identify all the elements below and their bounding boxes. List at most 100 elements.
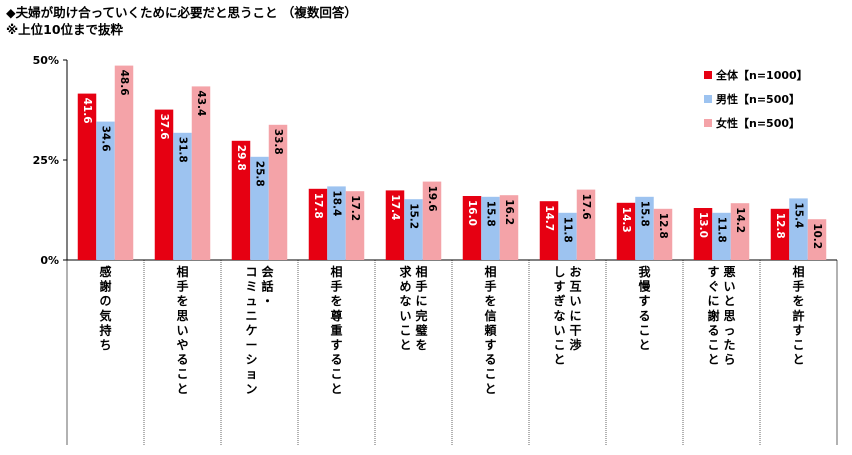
bar: [114, 65, 134, 260]
category-label-char: 手: [330, 279, 342, 294]
category-label-char: す: [707, 265, 719, 279]
category-label-char: 頼: [483, 322, 497, 337]
data-label: 15.8: [485, 201, 497, 227]
bar: [327, 186, 346, 260]
bar: [635, 196, 654, 260]
category-label-char: の: [99, 294, 111, 308]
category-label-char: こ: [176, 367, 188, 381]
legend-swatch: [704, 119, 712, 127]
category-label-char: ぎ: [553, 293, 565, 308]
category-label-char: と: [792, 353, 804, 367]
category-label-char: ・: [261, 294, 273, 308]
category-label-char: し: [553, 265, 565, 279]
category-label-char: る: [484, 353, 496, 367]
category-label-char: と: [176, 382, 188, 396]
data-label: 31.8: [177, 137, 189, 163]
category-label-char: 思: [176, 309, 188, 323]
category-label-char: 持: [99, 322, 111, 337]
bar: [462, 196, 482, 260]
data-label: 34.6: [99, 126, 111, 152]
category-label-char: た: [723, 338, 735, 352]
category-label-char: ー: [245, 338, 257, 352]
category-label-char: 互: [569, 280, 581, 294]
data-label: 15.2: [408, 203, 420, 229]
category-label-char: こ: [484, 367, 496, 381]
category-label-char: と: [638, 338, 650, 352]
category-label-char: 璧: [415, 322, 427, 337]
data-label: 19.6: [426, 186, 438, 212]
category-label-char: る: [330, 353, 342, 367]
category-label-char: 気: [99, 308, 111, 323]
category-label-char: 謝: [707, 308, 719, 323]
category-label-char: や: [176, 338, 188, 352]
category-label-char: す: [792, 323, 804, 337]
category-label-char: 渉: [569, 337, 581, 352]
category-label-char: す: [330, 338, 342, 352]
category-label-char: 慢: [638, 279, 651, 294]
bar: [404, 199, 423, 260]
category-label-char: こ: [638, 323, 650, 337]
category-label-char: に: [707, 294, 719, 308]
bar: [191, 86, 211, 261]
bar: [268, 124, 288, 260]
bar: [77, 93, 97, 260]
data-label: 15.4: [793, 202, 805, 228]
data-label: 37.6: [158, 114, 170, 140]
bar: [693, 208, 713, 260]
bar: [385, 190, 405, 260]
bar: [807, 219, 827, 260]
category-label-char: 思: [723, 309, 735, 323]
category-label-char: い: [176, 323, 188, 337]
legend-label: 全体【n=1000】: [715, 68, 808, 82]
category-label-char: る: [176, 353, 188, 367]
category-label-char: こ: [399, 323, 411, 337]
category-label-char: こ: [792, 338, 804, 352]
category-label-char: め: [399, 280, 411, 294]
data-label: 11.8: [562, 217, 574, 243]
data-label: 14.3: [620, 207, 632, 233]
data-label: 13.0: [697, 212, 709, 238]
bar: [770, 208, 790, 260]
category-label-char: 干: [569, 323, 581, 337]
data-label: 12.8: [774, 213, 786, 239]
category-label-char: シ: [245, 353, 257, 367]
category-label-char: 信: [484, 308, 496, 323]
category-label-char: を: [330, 294, 342, 308]
category-label-char: い: [569, 294, 581, 308]
category-label-char: お: [569, 265, 581, 279]
category-label-char: 謝: [99, 279, 111, 294]
category-label-char: ち: [99, 338, 111, 352]
category-label-char: こ: [707, 338, 719, 352]
category-label-char: い: [399, 309, 411, 323]
category-label-char: な: [399, 294, 411, 308]
data-label: 25.8: [254, 161, 266, 187]
category-label-char: す: [484, 338, 496, 352]
category-label-char: 手: [415, 279, 427, 294]
category-label-char: 許: [792, 308, 804, 323]
category-label-char: 手: [792, 279, 804, 294]
category-label-char: に: [569, 309, 581, 323]
category-label-char: 悪: [723, 265, 735, 279]
category-label-char: ミ: [245, 280, 257, 294]
bar: [616, 202, 636, 260]
category-label-char: 重: [330, 322, 342, 337]
category-label-char: い: [723, 280, 735, 294]
category-label-char: ら: [723, 353, 735, 367]
category-label-char: る: [638, 309, 650, 323]
category-label-char: コ: [245, 265, 257, 279]
data-label: 14.2: [734, 207, 746, 233]
category-label-char: ニ: [245, 309, 257, 323]
y-tick-label: 0%: [40, 254, 59, 267]
bar: [250, 156, 269, 260]
category-label-char: 完: [415, 308, 427, 323]
category-label-char: を: [176, 294, 188, 308]
bar: [96, 121, 115, 260]
legend-swatch: [704, 95, 712, 103]
bar: [539, 201, 559, 260]
category-label-char: と: [330, 382, 342, 396]
category-label-char: る: [707, 323, 719, 337]
data-label: 11.8: [716, 217, 728, 243]
category-label-char: を: [415, 338, 427, 352]
category-label-char: ン: [245, 382, 257, 396]
legend-label: 男性【n=500】: [716, 92, 800, 106]
